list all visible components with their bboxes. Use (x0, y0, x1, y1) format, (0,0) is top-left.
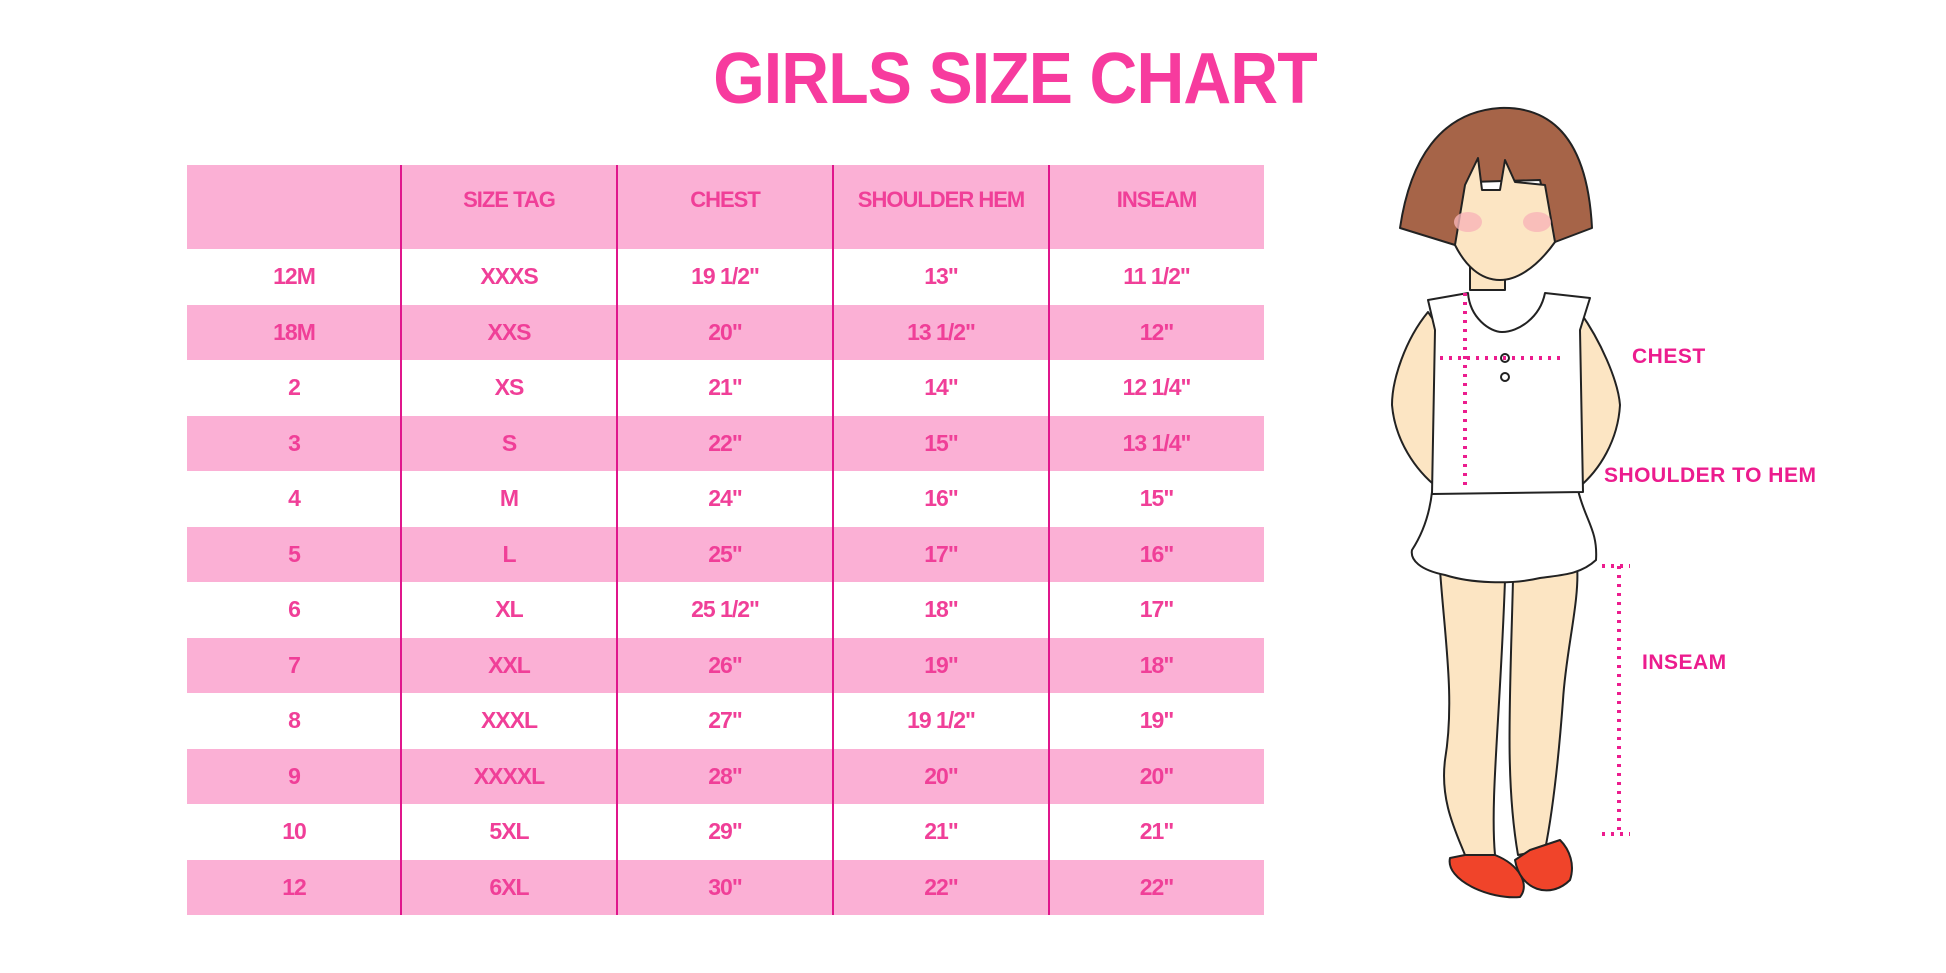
table-cell: 21" (924, 818, 959, 845)
table-row: 12 6XL 30" 22" 22" (187, 859, 1264, 915)
table-cell: 16" (1139, 540, 1175, 567)
table-cell: 25 1/2" (691, 596, 760, 623)
table-cell: 11 1/2" (1123, 263, 1191, 290)
table-cell: 24" (708, 485, 743, 512)
table-cell: 8 (288, 707, 301, 734)
shoulder-to-hem-label: SHOULDER TO HEM (1604, 464, 1817, 487)
table-cell: 26" (708, 651, 743, 678)
right-shoe (1514, 839, 1573, 892)
table-cell: 15" (1139, 485, 1175, 512)
table-cell: 17" (924, 540, 959, 567)
table-cell: 30" (708, 873, 743, 900)
table-cell: 16" (924, 485, 959, 512)
page-title: GIRLS SIZE CHART (713, 39, 1317, 119)
table-cell: 21" (708, 374, 743, 401)
column-header: CHEST (690, 187, 761, 212)
column-header: SIZE TAG (463, 187, 556, 212)
table-cell: 7 (288, 651, 301, 678)
table-cell: 25" (708, 540, 743, 567)
table-cell: 17" (1139, 596, 1175, 623)
table-cell: 13" (924, 263, 959, 290)
table-cell: 6XL (489, 873, 529, 900)
table-cell: S (501, 429, 517, 456)
table-cell: 12" (1139, 318, 1175, 345)
table-row: 6 XL 25 1/2" 18" 17" (187, 582, 1264, 638)
table-row: 8 XXXL 27" 19 1/2" 19" (187, 693, 1264, 749)
ruffle (1410, 489, 1598, 584)
table-cell: 19 1/2" (691, 263, 760, 290)
table-row: 10 5XL 29" 21" 21" (187, 804, 1264, 860)
table-cell: 22" (708, 429, 743, 456)
table-cell: XXXS (480, 263, 538, 290)
table-cell: 20" (1139, 762, 1175, 789)
left-shoe (1448, 854, 1525, 899)
table-row: 2 XS 21" 14" 12 1/4" (187, 360, 1264, 416)
column-divider (400, 165, 402, 915)
table-cell: 28" (708, 762, 743, 789)
table-cell: 15" (924, 429, 959, 456)
table-row: 7 XXL 26" 19" 18" (187, 637, 1264, 693)
table-row: 3 S 22" 15" 13 1/4" (187, 415, 1264, 471)
table-cell: 2 (288, 374, 301, 401)
hair (1399, 106, 1593, 246)
table-header-row: SIZE TAG CHEST SHOULDER HEM INSEAM (187, 165, 1264, 249)
table-cell: 4 (288, 485, 301, 512)
table-cell: 27" (708, 707, 743, 734)
table-cell: 9 (288, 762, 301, 789)
column-header: INSEAM (1116, 187, 1198, 212)
shirt (1427, 292, 1591, 495)
table-row: 4 M 24" 16" 15" (187, 471, 1264, 527)
left-leg (1439, 569, 1506, 856)
table-cell: 18" (1139, 651, 1175, 678)
table-cell: XXXXL (473, 762, 545, 789)
table-cell: 29" (708, 818, 743, 845)
column-divider (1048, 165, 1050, 915)
table-cell: 3 (288, 429, 301, 456)
table-cell: 19" (1139, 707, 1175, 734)
table-row: 5 L 25" 17" 16" (187, 526, 1264, 582)
table-cell: 20" (708, 318, 743, 345)
table-cell: 14" (924, 374, 959, 401)
table-cell: M (499, 485, 519, 512)
table-cell: XXS (487, 318, 531, 345)
table-cell: XXL (488, 651, 531, 678)
size-chart-table: SIZE TAG CHEST SHOULDER HEM INSEAM 12M XXXS 19… (187, 165, 1264, 915)
table-cell: 19 1/2" (907, 707, 976, 734)
table-cell: 12 (282, 873, 307, 900)
table-cell: 22" (924, 873, 959, 900)
inseam-label: INSEAM (1642, 651, 1727, 674)
table-cell: 13 1/2" (907, 318, 976, 345)
table-cell: 20" (924, 762, 959, 789)
table-cell: XS (494, 374, 525, 401)
table-cell: 10 (282, 818, 307, 845)
table-row: 18M XXS 20" 13 1/2" 12" (187, 304, 1264, 360)
table-row: 12M XXXS 19 1/2" 13" 11 1/2" (187, 249, 1264, 305)
face (1454, 157, 1556, 281)
column-divider (832, 165, 834, 915)
column-divider (616, 165, 618, 915)
table-cell: 18M (273, 318, 316, 345)
table-cell: 13 1/4" (1122, 429, 1192, 456)
table-cell: L (502, 540, 516, 567)
table-cell: 21" (1139, 818, 1175, 845)
table-cell: XL (495, 596, 523, 623)
left-arm (1391, 311, 1441, 489)
table-cell: 12M (273, 263, 316, 290)
table-cell: 6 (288, 596, 301, 623)
table-cell: 19" (924, 651, 959, 678)
chest-label: CHEST (1632, 345, 1706, 368)
table-row: 9 XXXXL 28" 20" 20" (187, 748, 1264, 804)
table-cell: 22" (1139, 873, 1175, 900)
right-leg (1508, 564, 1579, 856)
table-cell: 12 1/4" (1122, 374, 1192, 401)
column-header: SHOULDER HEM (857, 187, 1025, 212)
table-cell: 5XL (489, 818, 529, 845)
table-cell: XXXL (480, 707, 538, 734)
table-cell: 5 (288, 540, 301, 567)
table-cell: 18" (924, 596, 959, 623)
